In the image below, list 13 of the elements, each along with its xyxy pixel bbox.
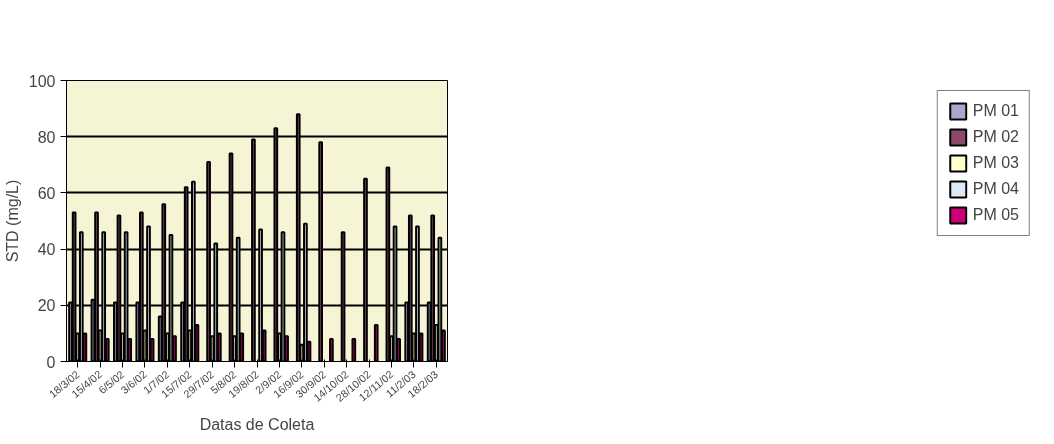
legend-label: PM 05	[972, 206, 1019, 224]
y-tick-label: 40	[37, 241, 56, 259]
legend-label: PM 01	[972, 102, 1019, 120]
legend-label: PM 02	[972, 128, 1019, 146]
y-tick-label: 20	[37, 297, 56, 315]
x-axis-title: Datas de Coleta	[199, 416, 315, 434]
legend-label: PM 04	[972, 180, 1019, 198]
y-tick-label: 80	[37, 128, 56, 146]
y-tick-label: 100	[28, 72, 56, 90]
y-axis-title: STD (mg/L)	[3, 179, 21, 263]
legend-label: PM 03	[972, 154, 1019, 172]
y-tick-label: 60	[37, 184, 56, 202]
y-tick-label: 0	[46, 353, 56, 371]
